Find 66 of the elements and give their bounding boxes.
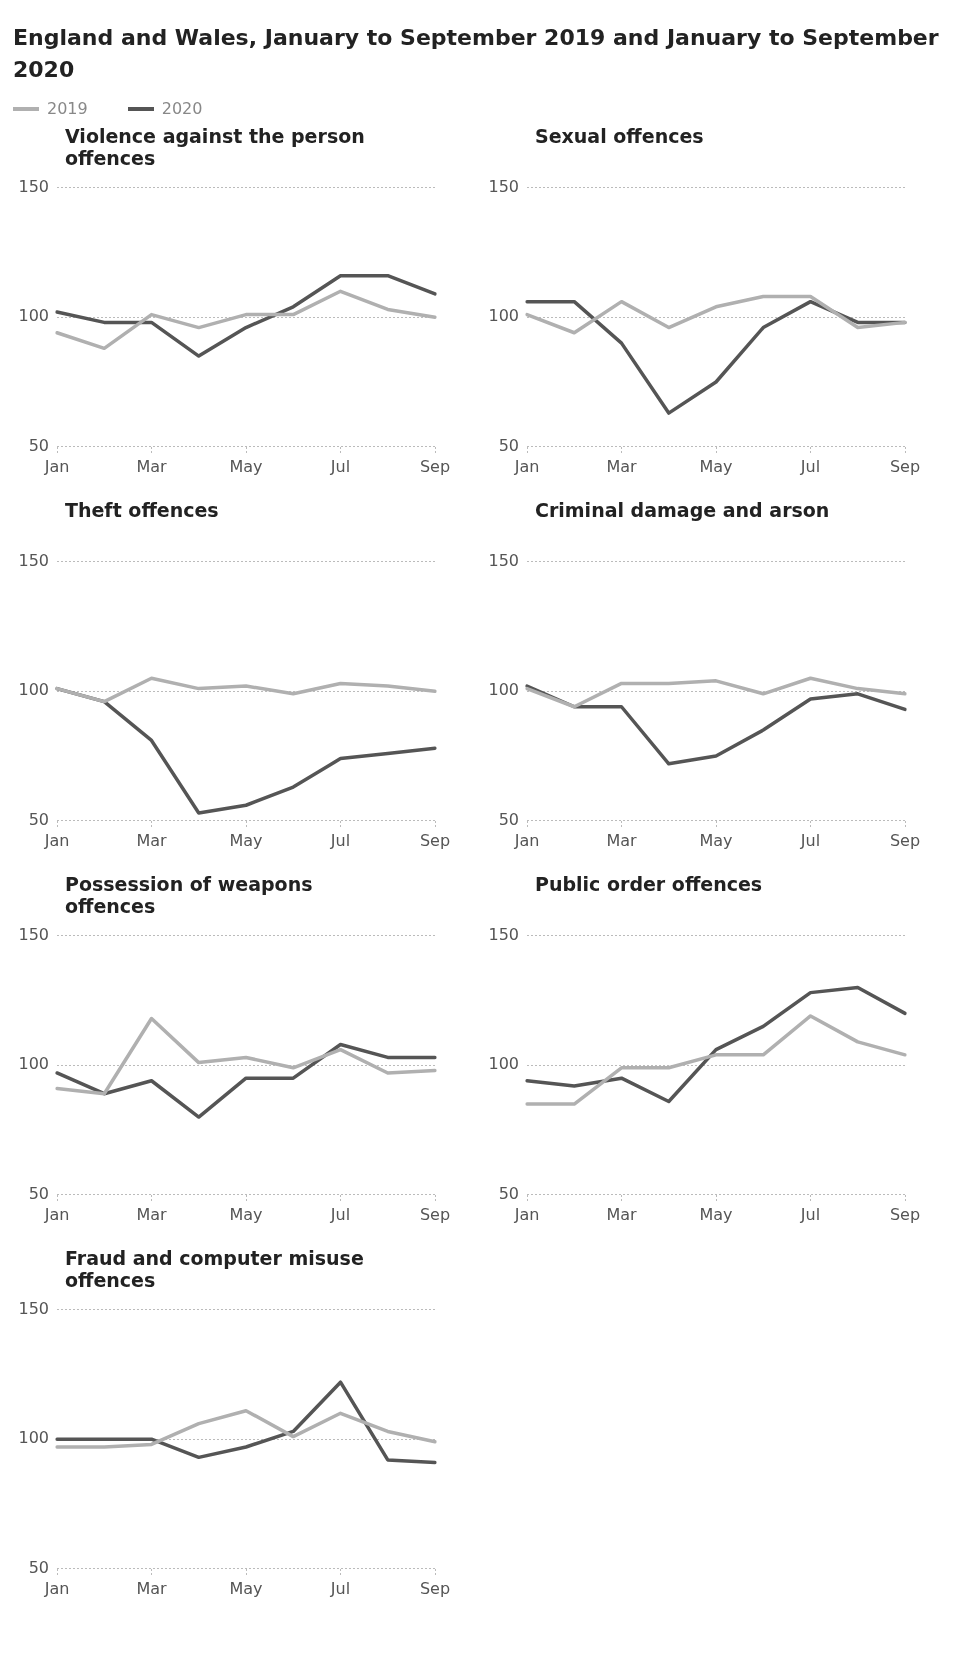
x-tick-label: Jul	[329, 456, 351, 476]
y-tick-label: 100	[18, 1054, 49, 1074]
legend-label: 2019	[47, 99, 88, 119]
y-tick-label: 150	[488, 925, 519, 945]
x-tick-label: Sep	[889, 1204, 921, 1224]
x-tick-label: Jul	[799, 456, 821, 476]
x-tick-label: Sep	[419, 1204, 451, 1224]
y-tick-label: 150	[18, 551, 49, 571]
x-tick-label: Jan	[43, 1578, 70, 1598]
x-tick-label: May	[699, 830, 733, 850]
x-tick-label: Jul	[329, 1204, 351, 1224]
x-tick-label: Jan	[513, 830, 540, 850]
y-tick-label: 100	[18, 680, 49, 700]
chart-title: Sexual offences	[535, 125, 705, 150]
chart-title: Public order offences	[535, 873, 764, 898]
x-tick-label: Jul	[329, 1578, 351, 1598]
x-tick-label: Jul	[799, 1204, 821, 1224]
x-tick-label: Sep	[419, 456, 451, 476]
y-tick-label: 100	[18, 1428, 49, 1448]
x-tick-label: Sep	[889, 456, 921, 476]
y-tick-label: 50	[28, 436, 49, 456]
x-tick-label: Jul	[329, 830, 351, 850]
x-tick-label: Mar	[606, 1204, 638, 1224]
y-tick-label: 50	[28, 810, 49, 830]
y-tick-label: 150	[18, 177, 49, 197]
x-tick-label: Mar	[136, 1578, 168, 1598]
x-tick-label: Jan	[43, 1204, 70, 1224]
text: England and Wales, January to September 2019 and January to September 2020	[13, 24, 940, 84]
x-tick-label: May	[229, 1578, 263, 1598]
y-tick-label: 100	[488, 306, 519, 326]
x-tick-label: Mar	[136, 456, 168, 476]
y-tick-label: 100	[488, 1054, 519, 1074]
x-tick-label: Jan	[43, 456, 70, 476]
y-tick-label: 50	[28, 1184, 49, 1204]
y-tick-label: 50	[28, 1558, 49, 1578]
x-tick-label: Sep	[419, 1578, 451, 1598]
y-tick-label: 150	[18, 1299, 49, 1319]
x-tick-label: Jan	[43, 830, 70, 850]
y-tick-label: 50	[498, 810, 519, 830]
y-tick-label: 100	[488, 680, 519, 700]
chart-title: Theft offences	[65, 499, 220, 524]
x-tick-label: Mar	[606, 830, 638, 850]
legend-label: 2020	[161, 99, 203, 119]
x-tick-label: Mar	[136, 830, 168, 850]
x-tick-label: Mar	[606, 456, 638, 476]
chart-title: Violence against the person offences	[65, 125, 366, 171]
x-tick-label: Sep	[419, 830, 451, 850]
x-tick-label: May	[229, 456, 263, 476]
chart-title: Criminal damage and arson	[535, 499, 831, 524]
x-tick-label: Jul	[799, 830, 821, 850]
chart-title: Fraud and computer misuse offences	[65, 1247, 365, 1293]
x-tick-label: May	[699, 456, 733, 476]
x-tick-label: May	[229, 830, 263, 850]
y-tick-label: 150	[18, 925, 49, 945]
y-tick-label: 50	[498, 436, 519, 456]
x-tick-label: Jan	[513, 456, 540, 476]
y-tick-label: 50	[498, 1184, 519, 1204]
y-tick-label: 150	[488, 551, 519, 571]
y-tick-label: 150	[488, 177, 519, 197]
x-tick-label: Sep	[889, 830, 921, 850]
x-tick-label: Mar	[136, 1204, 168, 1224]
chart-title: Possession of weapons offences	[65, 873, 314, 919]
x-tick-label: May	[699, 1204, 733, 1224]
x-tick-label: Jan	[513, 1204, 540, 1224]
y-tick-label: 100	[18, 306, 49, 326]
x-tick-label: May	[229, 1204, 263, 1224]
